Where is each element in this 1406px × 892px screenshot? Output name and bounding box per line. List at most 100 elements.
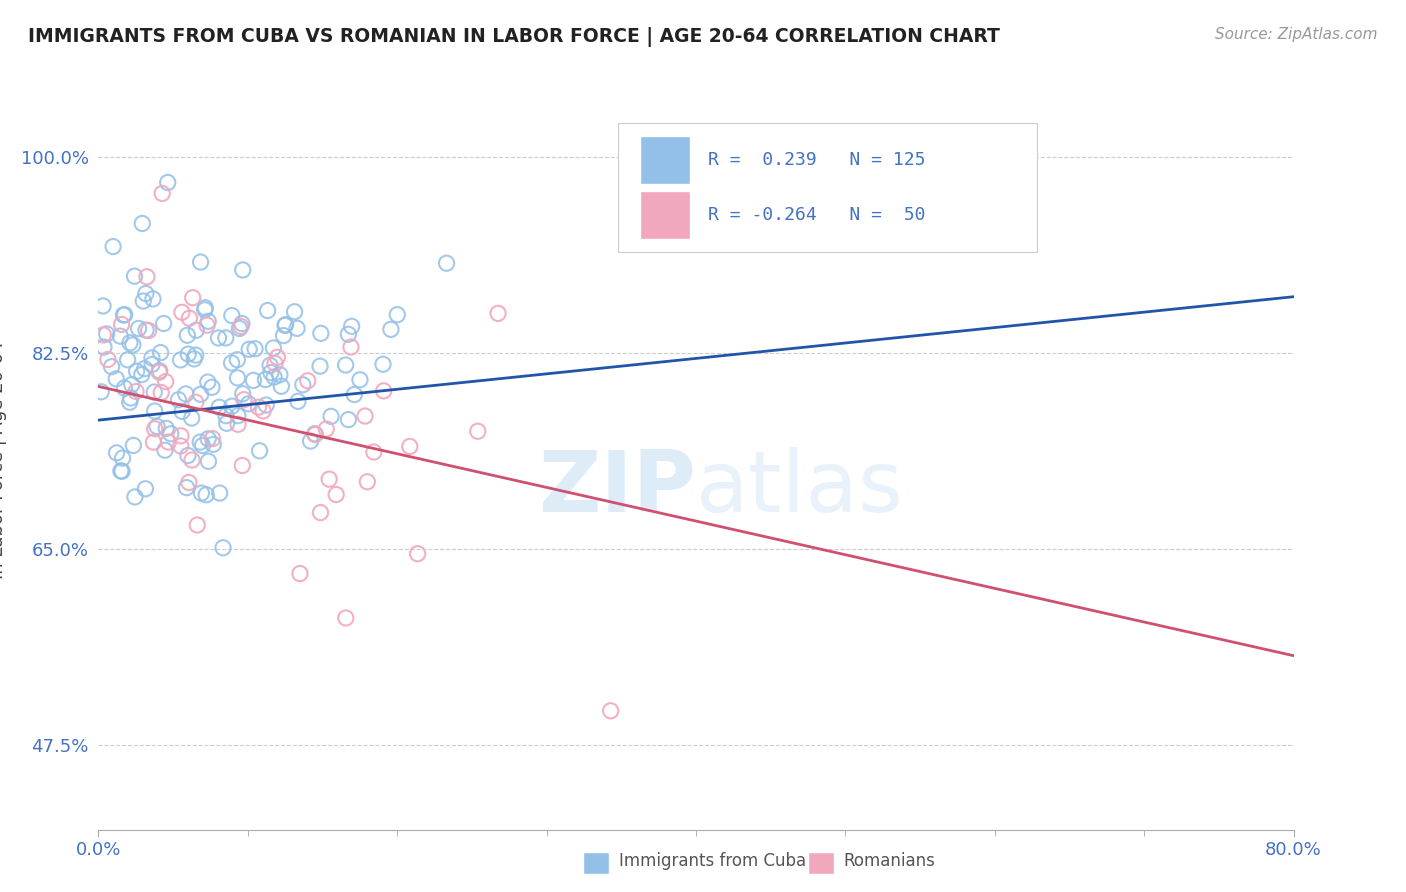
Point [93,327,115,342]
Point [269,368,291,382]
Point [91,299,114,313]
Point [254,398,277,412]
Point [215,331,238,345]
Point [141,357,163,371]
Point [135,286,157,301]
Bar [808,852,834,874]
Point [121,377,143,392]
Point [169,352,191,367]
Point [124,490,146,504]
Point [274,318,297,332]
Point [215,409,238,423]
Point [128,321,150,335]
Point [132,293,155,308]
Point [242,373,264,387]
Point [176,328,198,343]
Point [179,311,201,326]
Point [274,318,297,333]
Point [337,412,360,426]
Point [201,432,224,446]
Point [188,435,211,450]
Point [174,387,197,401]
Point [125,364,148,378]
Point [232,386,254,401]
Point [117,352,139,367]
Point [96,326,118,341]
Point [190,387,212,401]
Point [138,324,160,338]
Point [226,371,249,385]
Text: R = -0.264   N =  50: R = -0.264 N = 50 [709,206,925,224]
Point [299,434,322,448]
Point [110,464,132,478]
Point [114,308,136,322]
Point [232,263,254,277]
Point [259,359,281,373]
Point [180,411,202,425]
FancyBboxPatch shape [619,122,1036,252]
Point [467,424,489,438]
Point [118,395,141,409]
Point [263,370,285,384]
Point [190,486,212,500]
Point [170,429,193,443]
Point [143,385,166,400]
Point [283,304,305,318]
Point [124,269,146,284]
Text: ZIP: ZIP [538,448,696,531]
Point [215,417,238,431]
Point [262,341,284,355]
Point [256,303,278,318]
Point [150,186,173,201]
Point [191,438,214,452]
Point [304,427,326,442]
Point [249,443,271,458]
Point [122,438,145,452]
Point [186,518,208,533]
Point [387,308,409,322]
Point [111,464,134,478]
Point [134,361,156,376]
Point [105,446,128,460]
Text: Romanians: Romanians [844,852,935,870]
Point [160,426,183,441]
Point [309,326,332,341]
Point [226,417,249,432]
Point [170,439,193,453]
Point [356,475,378,489]
Point [197,454,219,468]
Point [371,357,394,371]
Bar [640,136,690,184]
Point [131,368,153,382]
Point [398,439,420,453]
Point [231,317,253,331]
Point [208,401,231,415]
Text: Immigrants from Cuba: Immigrants from Cuba [619,852,806,870]
Point [105,372,128,386]
Point [93,340,115,354]
Bar [583,852,609,874]
Point [436,256,458,270]
Point [260,366,283,380]
Point [149,364,172,378]
Point [177,475,200,490]
Text: Source: ZipAtlas.com: Source: ZipAtlas.com [1215,27,1378,42]
Point [111,451,134,466]
Point [184,395,207,409]
Point [288,566,311,581]
Point [167,392,190,407]
Point [208,486,231,500]
Point [270,379,292,393]
Point [155,375,177,389]
Point [309,359,332,374]
Point [152,317,174,331]
Point [177,347,200,361]
Point [226,352,249,367]
Point [148,365,170,379]
Point [197,432,219,446]
Point [221,309,243,323]
Point [142,292,165,306]
Point [194,301,217,315]
Point [335,358,357,372]
Point [228,321,250,335]
